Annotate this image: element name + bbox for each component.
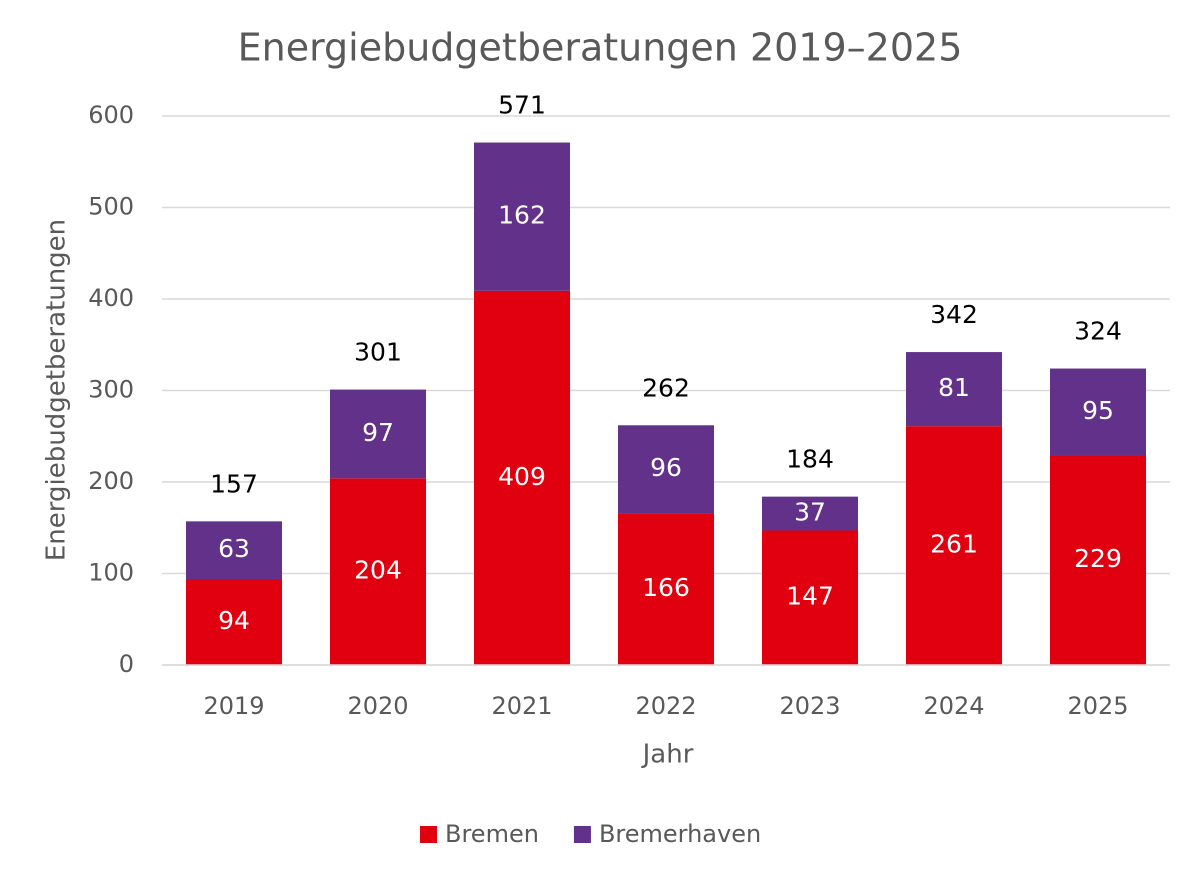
legend-swatch [420,826,437,843]
bar-segment [474,142,570,291]
value-label: 81 [938,373,970,402]
value-label: 94 [218,606,250,635]
y-tick-label: 0 [119,650,134,678]
total-label: 571 [498,91,546,120]
bar-segment [618,425,714,514]
value-label: 166 [642,573,690,602]
bar-segment [330,478,426,665]
y-tick-label: 300 [88,376,134,404]
x-tick-label: 2024 [923,692,984,720]
y-tick-label: 100 [88,559,134,587]
value-label: 95 [1082,396,1114,425]
value-label: 261 [930,530,978,559]
bar-segment [618,513,714,665]
value-label: 37 [794,498,826,527]
value-label: 97 [362,418,394,447]
x-axis-label: Jahr [641,740,694,770]
total-label: 324 [1074,317,1122,346]
bar-segment [906,426,1002,665]
y-tick-label: 400 [88,284,134,312]
bar-segment [474,290,570,665]
legend-label: Bremerhaven [599,820,761,848]
x-tick-label: 2020 [347,692,408,720]
bar-segment [330,389,426,479]
legend-label: Bremen [445,820,539,848]
total-label: 342 [930,300,978,329]
x-tick-label: 2021 [491,692,552,720]
total-label: 301 [354,338,402,367]
y-tick-label: 500 [88,193,134,221]
value-label: 96 [650,453,682,482]
x-tick-label: 2025 [1067,692,1128,720]
value-label: 162 [498,201,546,230]
bar-segment [762,496,858,531]
value-label: 204 [354,556,402,585]
y-tick-label: 600 [88,101,134,129]
bar-segment [186,521,282,579]
legend-swatch [573,826,591,843]
value-label: 229 [1074,544,1122,573]
value-label: 63 [218,534,250,563]
value-label: 409 [498,462,546,491]
bar-segment [762,530,858,665]
bar-segment [906,352,1002,427]
total-label: 184 [786,445,834,474]
bar-segment [1050,368,1146,456]
y-tick-label: 200 [88,467,134,495]
total-label: 262 [642,373,690,402]
bar-segment [186,578,282,665]
total-label: 157 [210,469,258,498]
value-label: 147 [786,582,834,611]
bar-segment [1050,455,1146,665]
y-axis-label: Energiebudgetberatungen [42,219,72,561]
x-tick-label: 2022 [635,692,696,720]
x-tick-label: 2023 [779,692,840,720]
chart-title: Energiebudgetberatungen 2019–2025 [238,26,963,70]
x-tick-label: 2019 [203,692,264,720]
